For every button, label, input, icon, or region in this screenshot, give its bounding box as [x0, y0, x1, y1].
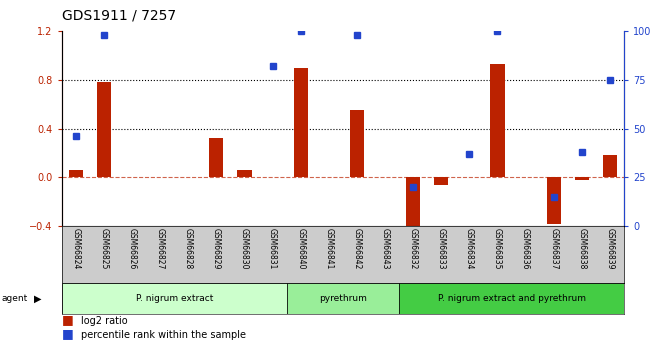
Bar: [575, 177, 589, 180]
Bar: [603, 155, 617, 177]
Text: ▶: ▶: [34, 294, 42, 303]
Text: GSM66841: GSM66841: [324, 228, 333, 269]
Bar: [406, 177, 420, 238]
Text: ■: ■: [62, 313, 73, 326]
Bar: [69, 170, 83, 177]
Text: GSM66829: GSM66829: [212, 228, 221, 269]
Bar: [287, 283, 399, 314]
Text: GSM66830: GSM66830: [240, 228, 249, 269]
Bar: [209, 138, 224, 177]
Text: GSM66843: GSM66843: [380, 228, 389, 269]
Text: percentile rank within the sample: percentile rank within the sample: [81, 330, 246, 340]
Text: GSM66834: GSM66834: [465, 228, 474, 269]
Bar: [294, 68, 307, 177]
Text: GSM66836: GSM66836: [521, 228, 530, 269]
Text: GSM66828: GSM66828: [184, 228, 193, 269]
Bar: [399, 283, 624, 314]
Text: GSM66833: GSM66833: [437, 228, 446, 269]
Bar: [491, 64, 504, 177]
Text: GSM66827: GSM66827: [155, 228, 164, 269]
Text: GSM66831: GSM66831: [268, 228, 277, 269]
Bar: [547, 177, 561, 224]
Text: agent: agent: [1, 294, 27, 303]
Text: GDS1911 / 7257: GDS1911 / 7257: [62, 9, 176, 23]
Text: ■: ■: [62, 327, 73, 340]
Bar: [434, 177, 448, 185]
Text: pyrethrum: pyrethrum: [319, 294, 367, 303]
Bar: [62, 283, 287, 314]
Text: GSM66839: GSM66839: [605, 228, 614, 269]
Text: GSM66824: GSM66824: [72, 228, 81, 269]
Bar: [97, 82, 111, 177]
Text: log2 ratio: log2 ratio: [81, 316, 128, 326]
Text: GSM66837: GSM66837: [549, 228, 558, 269]
Text: GSM66840: GSM66840: [296, 228, 306, 269]
Text: P. nigrum extract and pyrethrum: P. nigrum extract and pyrethrum: [437, 294, 586, 303]
Bar: [237, 170, 252, 177]
Bar: [350, 110, 364, 177]
Text: P. nigrum extract: P. nigrum extract: [135, 294, 213, 303]
Text: GSM66835: GSM66835: [493, 228, 502, 269]
Text: GSM66842: GSM66842: [352, 228, 361, 269]
Text: GSM66838: GSM66838: [577, 228, 586, 269]
Text: GSM66826: GSM66826: [127, 228, 136, 269]
Text: GSM66832: GSM66832: [409, 228, 418, 269]
Text: GSM66825: GSM66825: [99, 228, 109, 269]
